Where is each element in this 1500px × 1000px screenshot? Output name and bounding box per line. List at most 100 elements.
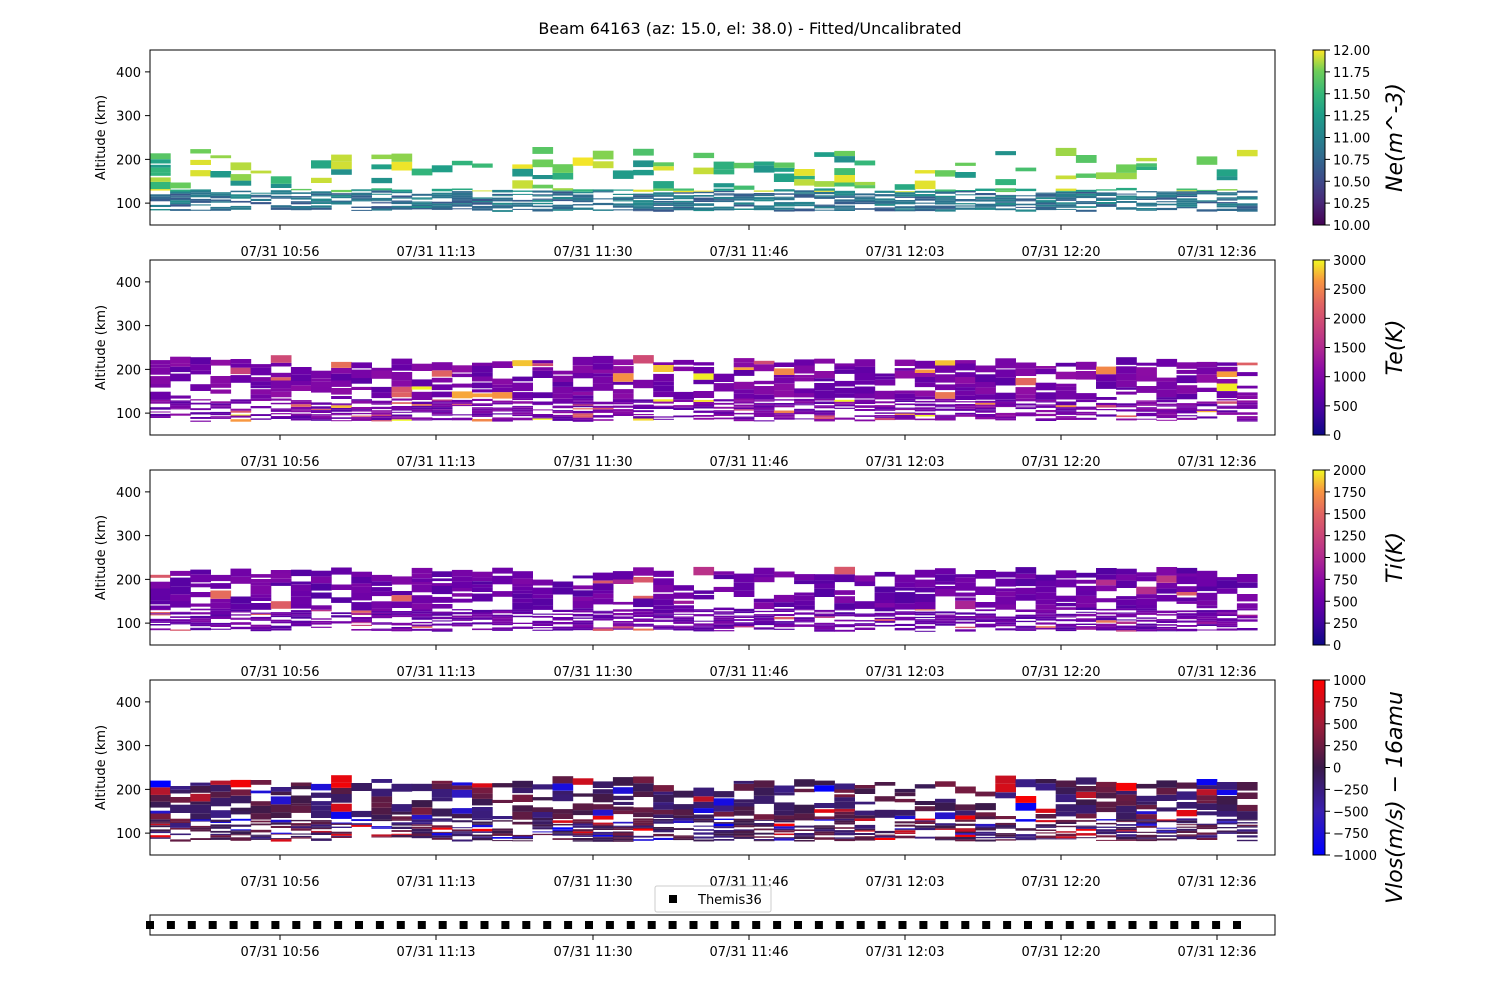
- heatmap-cell: [170, 196, 191, 198]
- heatmap-cell: [592, 627, 614, 629]
- heatmap-cell: [1236, 149, 1258, 157]
- heatmap-cell: [1035, 206, 1057, 209]
- heatmap-cell: [612, 825, 634, 827]
- heatmap-cell: [713, 607, 735, 611]
- heatmap-cell: [1116, 574, 1137, 581]
- heatmap-cell: [210, 598, 232, 603]
- heatmap-cell: [492, 840, 513, 842]
- heatmap-cell: [1216, 198, 1238, 200]
- heatmap-cell: [431, 203, 453, 206]
- heatmap-cell: [1075, 361, 1097, 370]
- heatmap-cell: [914, 390, 936, 397]
- heatmap-cell: [1015, 779, 1037, 788]
- heatmap-cell: [854, 818, 876, 821]
- heatmap-cell: [512, 823, 533, 825]
- heatmap-cell: [190, 364, 211, 371]
- heatmap-cell: [592, 583, 614, 591]
- heatmap-cell: [1156, 412, 1178, 415]
- heatmap-cell: [1196, 416, 1218, 419]
- heatmap-cell: [311, 570, 332, 577]
- heatmap-cell: [1055, 607, 1077, 610]
- heatmap-cell: [290, 828, 312, 831]
- heatmap-cell: [592, 618, 614, 621]
- heatmap-cell: [794, 412, 815, 415]
- heatmap-cell: [472, 362, 493, 366]
- heatmap-cell: [995, 406, 1016, 408]
- themis-marker: [292, 921, 301, 929]
- heatmap-cell: [1015, 594, 1037, 601]
- heatmap-cell: [753, 617, 775, 621]
- heatmap-cell: [572, 622, 594, 625]
- heatmap-cell: [592, 614, 614, 617]
- heatmap-cell: [210, 602, 232, 609]
- heatmap-cell: [250, 790, 272, 794]
- heatmap-cell: [170, 825, 191, 828]
- heatmap-cell: [753, 614, 775, 616]
- heatmap-cell: [1216, 192, 1238, 194]
- heatmap-cell: [431, 370, 453, 377]
- heatmap-cell: [1236, 594, 1258, 602]
- heatmap-cell: [1196, 192, 1218, 195]
- heatmap-cell: [431, 196, 453, 199]
- heatmap-cell: [874, 782, 896, 786]
- heatmap-cell: [371, 190, 393, 193]
- heatmap-cell: [210, 389, 232, 394]
- heatmap-cell: [894, 200, 916, 202]
- heatmap-cell: [170, 199, 191, 201]
- heatmap-cell: [150, 360, 171, 365]
- heatmap-cell: [572, 197, 594, 201]
- heatmap-cell: [1176, 837, 1198, 840]
- heatmap-cell: [592, 415, 614, 418]
- heatmap-cell: [653, 570, 674, 577]
- heatmap-cell: [270, 825, 292, 828]
- heatmap-cell: [270, 207, 292, 210]
- heatmap-cell: [552, 833, 574, 836]
- heatmap-cell: [753, 819, 775, 821]
- heatmap-cell: [955, 387, 976, 391]
- heatmap-cell: [592, 191, 614, 193]
- heatmap-cell: [874, 835, 896, 838]
- heatmap-cell: [1055, 615, 1077, 617]
- heatmap-cell: [1035, 586, 1057, 593]
- heatmap-cell: [894, 206, 916, 209]
- heatmap-cell: [170, 363, 191, 367]
- heatmap-cell: [170, 400, 191, 402]
- heatmap-cell: [210, 830, 232, 833]
- heatmap-cell: [230, 611, 252, 613]
- heatmap-cell: [431, 820, 453, 822]
- heatmap-cell: [290, 569, 312, 577]
- heatmap-cell: [431, 571, 453, 577]
- heatmap-cell: [914, 409, 936, 412]
- heatmap-cell: [150, 401, 171, 404]
- heatmap-cell: [1156, 827, 1178, 829]
- heatmap-cell: [713, 839, 735, 841]
- heatmap-cell: [814, 819, 835, 821]
- heatmap-cell: [431, 400, 453, 403]
- heatmap-cell: [572, 195, 594, 197]
- heatmap-cell: [894, 368, 916, 371]
- heatmap-cell: [955, 592, 976, 597]
- heatmap-cell: [1116, 193, 1137, 195]
- xtick-label: 07/31 11:46: [709, 455, 788, 470]
- heatmap-cell: [612, 616, 634, 619]
- heatmap-cell: [653, 802, 674, 805]
- heatmap-cell: [733, 833, 755, 836]
- heatmap-cell: [1236, 811, 1258, 820]
- heatmap-cell: [733, 623, 755, 626]
- heatmap-cell: [451, 808, 473, 814]
- heatmap-cell: [411, 609, 433, 612]
- heatmap-cell: [834, 403, 855, 405]
- heatmap-cell: [1035, 609, 1057, 612]
- heatmap-cell: [955, 191, 976, 193]
- heatmap-cell: [371, 807, 393, 815]
- heatmap-cell: [914, 365, 936, 369]
- heatmap-cell: [351, 617, 372, 620]
- colorbar-tick-label: 3000: [1333, 254, 1366, 269]
- heatmap-cell: [290, 819, 312, 822]
- heatmap-cell: [250, 194, 272, 197]
- heatmap-cell: [351, 583, 372, 587]
- heatmap-cell: [1055, 411, 1077, 413]
- heatmap-cell: [592, 383, 614, 391]
- heatmap-cell: [1035, 192, 1057, 194]
- heatmap-cell: [1075, 786, 1097, 792]
